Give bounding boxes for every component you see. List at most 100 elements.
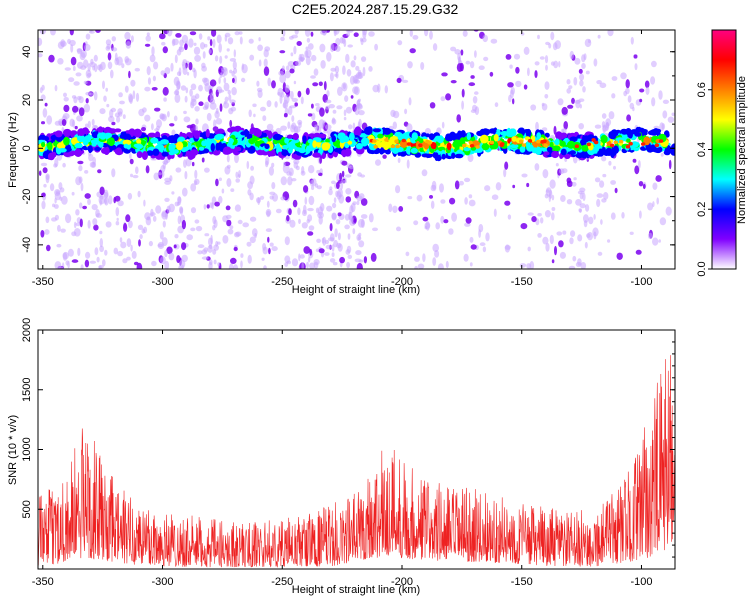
heatmap-cell: [58, 182, 63, 190]
heatmap-cell: [115, 207, 120, 217]
heatmap-cell: [609, 143, 615, 148]
heatmap-cell: [416, 194, 423, 202]
heatmap-cell: [109, 144, 117, 150]
heatmap-cell: [282, 30, 286, 37]
heatmap-cell: [647, 232, 653, 239]
heatmap-cell: [470, 75, 475, 79]
heatmap-cell: [188, 61, 193, 71]
heatmap-cell: [280, 125, 287, 131]
heatmap-cell: [208, 259, 213, 266]
heatmap-cell: [176, 255, 181, 264]
heatmap-cell: [526, 182, 530, 188]
heatmap-cell: [370, 252, 377, 262]
heatmap-cell: [123, 222, 128, 232]
heatmap-cell: [108, 115, 115, 123]
x-tick-label: -350: [32, 276, 54, 288]
heatmap-cell: [311, 185, 315, 191]
heatmap-cell: [233, 264, 239, 269]
heatmap-cell: [215, 142, 221, 151]
heatmap-cell: [217, 262, 221, 267]
heatmap-cell: [564, 153, 571, 159]
heatmap-cell: [215, 118, 223, 125]
heatmap-cell: [271, 80, 276, 89]
heatmap-cell: [489, 140, 495, 145]
heatmap-cell: [102, 259, 106, 267]
colorbar-gradient: [711, 29, 737, 270]
heatmap-cell: [308, 225, 315, 231]
heatmap-cell: [261, 257, 265, 261]
heatmap-cell: [214, 110, 220, 119]
heatmap-cell: [443, 219, 449, 224]
heatmap-cell: [130, 244, 133, 252]
heatmap-cell: [313, 68, 319, 76]
heatmap-cell: [645, 86, 650, 95]
heatmap-cell: [77, 128, 86, 137]
heatmap-cell: [542, 236, 549, 245]
colorbar-tick-label: 0.6: [696, 82, 708, 97]
heatmap-cell: [432, 257, 437, 266]
heatmap-cell: [170, 62, 174, 72]
heatmap-cell: [574, 99, 581, 104]
heatmap-cell: [234, 204, 241, 212]
heatmap-cell: [184, 95, 188, 103]
heatmap-cell: [183, 116, 191, 123]
spectrogram-x-label: Height of straight line (km): [292, 284, 420, 296]
heatmap-cell: [463, 147, 471, 152]
heatmap-cell: [341, 160, 348, 166]
heatmap-cell: [212, 126, 219, 132]
heatmap-cell: [358, 110, 365, 116]
heatmap-cell: [407, 196, 413, 200]
heatmap-cell: [368, 213, 374, 223]
heatmap-cell: [93, 224, 99, 231]
heatmap-cell: [269, 195, 274, 200]
heatmap-cell: [441, 153, 446, 160]
heatmap-cell: [639, 210, 642, 219]
heatmap-cell: [230, 257, 237, 264]
heatmap-cell: [216, 34, 222, 44]
heatmap-cell: [318, 81, 323, 87]
heatmap-cell: [358, 193, 365, 200]
heatmap-cell: [115, 147, 123, 155]
heatmap-cell: [437, 263, 444, 269]
heatmap-cell: [67, 260, 70, 269]
heatmap-cell: [182, 63, 187, 70]
heatmap-cell: [247, 181, 254, 190]
heatmap-cell: [593, 58, 598, 67]
heatmap-cell: [129, 94, 133, 105]
heatmap-cell: [625, 79, 630, 89]
heatmap-cell: [461, 88, 465, 98]
heatmap-cell: [594, 140, 599, 145]
heatmap-cell: [56, 243, 62, 248]
heatmap-cell: [227, 89, 231, 95]
heatmap-cell: [582, 192, 586, 202]
heatmap-cell: [213, 244, 220, 251]
heatmap-cell: [288, 106, 293, 116]
heatmap-cell: [429, 30, 433, 40]
heatmap-cell: [232, 60, 237, 70]
heatmap-cell: [226, 219, 232, 227]
heatmap-cell: [310, 31, 314, 37]
heatmap-cell: [529, 261, 535, 269]
heatmap-cell: [331, 135, 337, 143]
heatmap-cell: [671, 112, 675, 117]
heatmap-cell: [359, 133, 368, 138]
heatmap-cell: [570, 230, 576, 238]
heatmap-cell: [456, 114, 462, 123]
heatmap-cell: [304, 30, 311, 37]
heatmap-cell: [596, 80, 602, 85]
heatmap-cell: [289, 219, 296, 228]
heatmap-cell: [634, 63, 638, 71]
heatmap-cell: [224, 32, 231, 38]
heatmap-cell: [307, 113, 313, 117]
heatmap-cell: [549, 234, 554, 245]
heatmap-cell: [111, 168, 116, 178]
heatmap-cell: [84, 135, 91, 143]
heatmap-cell: [478, 224, 484, 233]
heatmap-cell: [465, 60, 471, 65]
heatmap-cell: [277, 151, 283, 157]
heatmap-cell: [346, 261, 350, 269]
heatmap-cell: [350, 60, 356, 68]
heatmap-cell: [608, 111, 615, 120]
heatmap-cell: [489, 71, 494, 77]
